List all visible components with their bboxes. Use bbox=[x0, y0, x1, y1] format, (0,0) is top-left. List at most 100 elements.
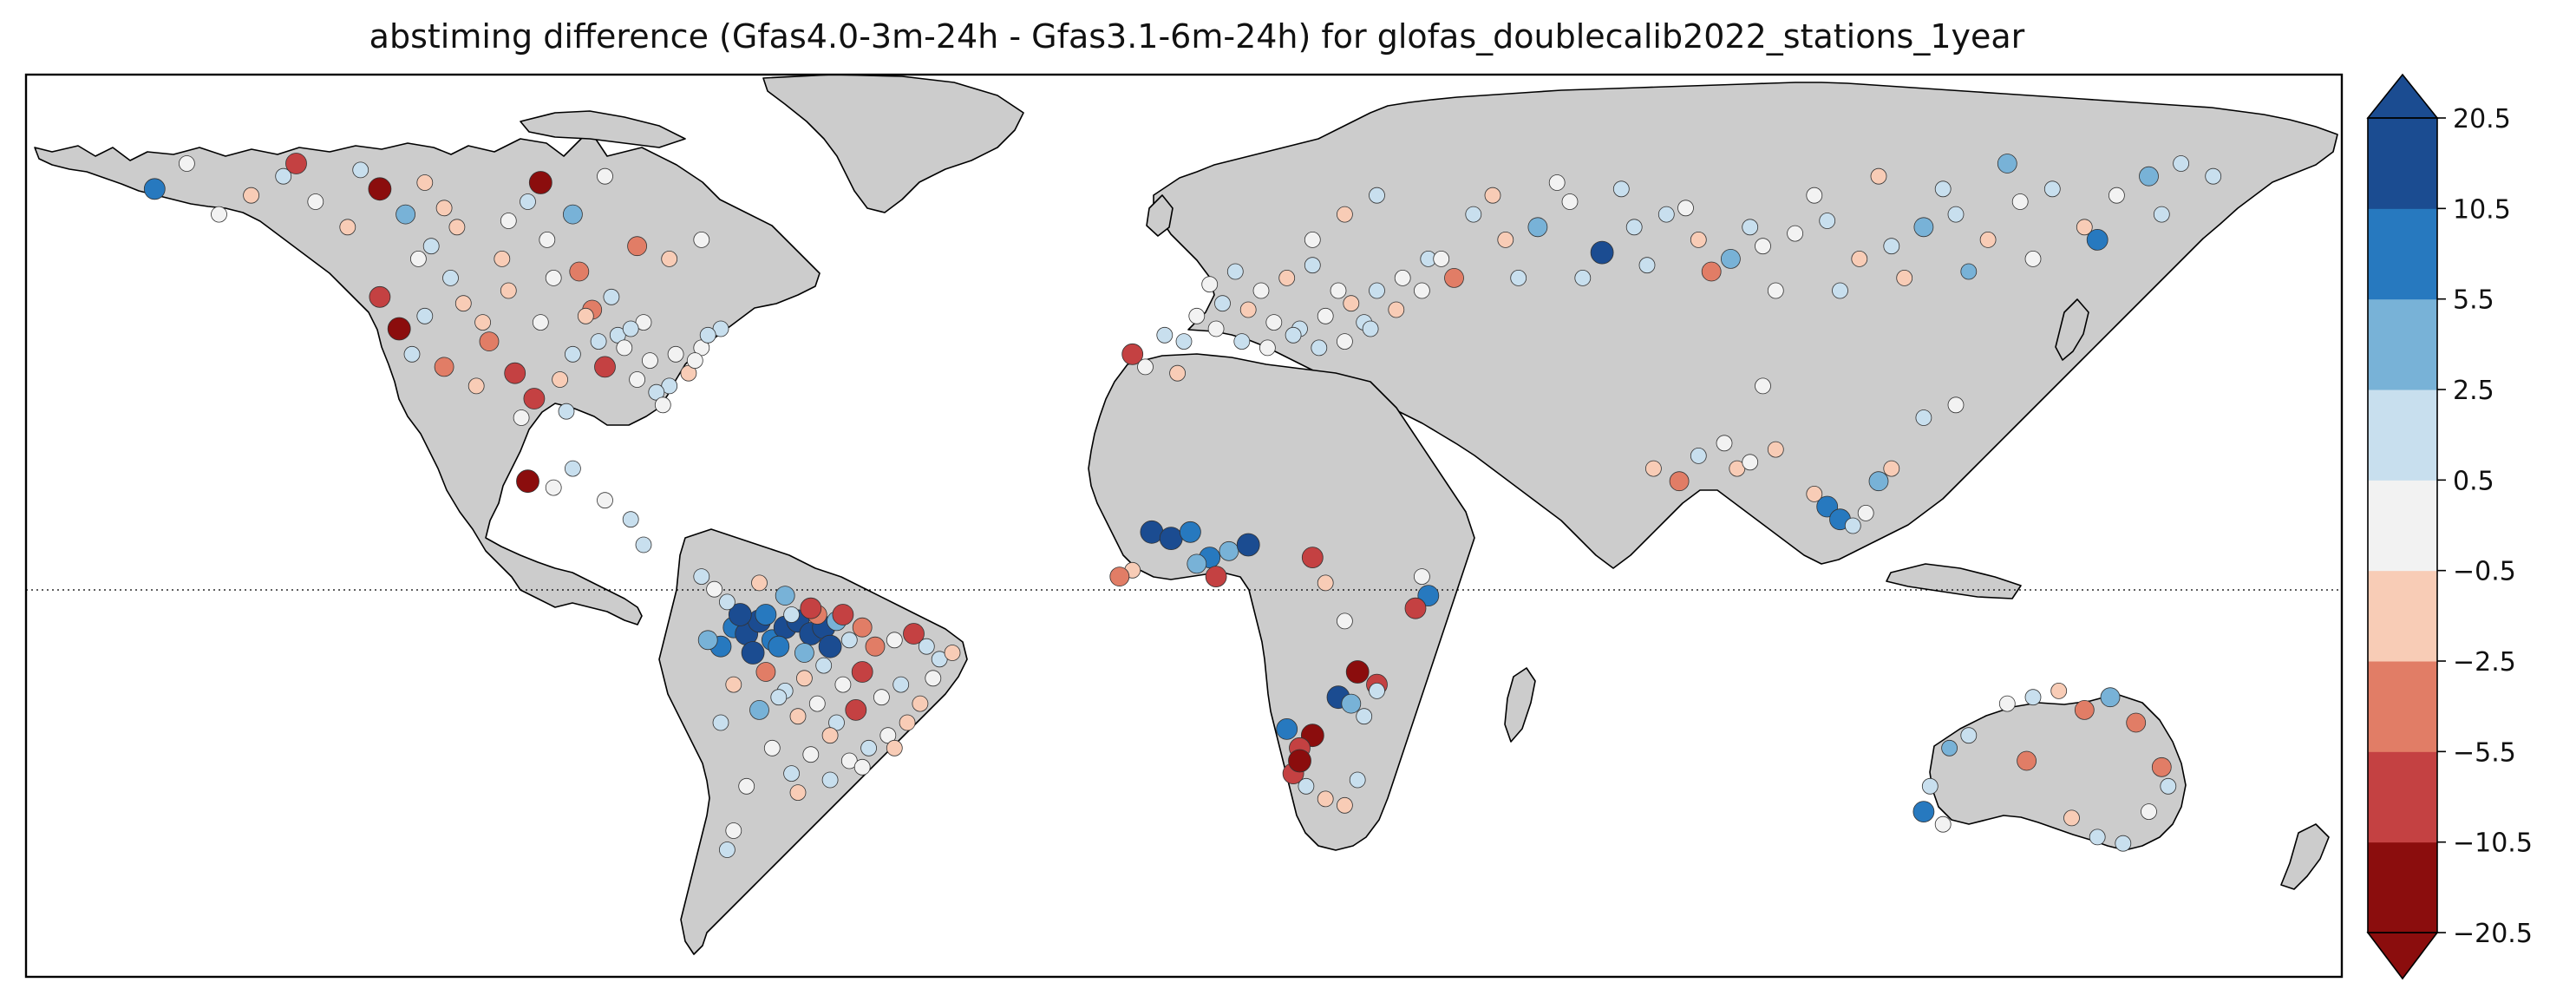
station-marker bbox=[821, 771, 839, 789]
station-marker bbox=[1755, 377, 1771, 395]
station-marker bbox=[454, 295, 472, 312]
station-marker bbox=[1219, 540, 1239, 561]
station-marker bbox=[1690, 231, 1707, 248]
station-marker bbox=[1304, 231, 1321, 248]
station-marker bbox=[479, 331, 500, 352]
station-marker bbox=[2205, 167, 2222, 185]
station-marker bbox=[686, 352, 703, 370]
station-marker bbox=[1317, 790, 1334, 808]
station-marker bbox=[918, 638, 935, 655]
station-marker bbox=[1787, 225, 1804, 242]
colorbar-tick-label: −0.5 bbox=[2453, 557, 2516, 587]
landmass-canadian-arctic bbox=[520, 110, 686, 148]
station-marker bbox=[1912, 801, 1935, 822]
station-marker bbox=[565, 460, 581, 477]
landmass-greenland bbox=[762, 74, 1024, 213]
station-marker bbox=[1180, 521, 1201, 543]
station-marker bbox=[1883, 460, 1900, 477]
station-marker bbox=[1883, 238, 1900, 255]
station-marker bbox=[545, 269, 562, 286]
colorbar-bin bbox=[2368, 570, 2437, 662]
station-marker bbox=[409, 250, 427, 267]
station-marker bbox=[1913, 217, 1934, 238]
station-marker bbox=[1233, 333, 1251, 350]
station-marker bbox=[725, 676, 742, 693]
landmass-eurasia bbox=[1153, 82, 2338, 569]
station-marker bbox=[2108, 187, 2125, 204]
station-marker bbox=[821, 727, 839, 744]
station-marker bbox=[860, 739, 877, 756]
station-marker bbox=[1330, 282, 1347, 299]
station-marker bbox=[693, 231, 710, 248]
station-marker bbox=[416, 174, 434, 191]
colorbar-bins bbox=[2368, 118, 2437, 933]
station-marker bbox=[597, 492, 613, 509]
station-marker bbox=[403, 345, 421, 363]
station-marker bbox=[768, 635, 790, 658]
station-marker bbox=[832, 604, 854, 625]
station-marker bbox=[178, 155, 195, 172]
station-marker bbox=[1388, 301, 1405, 318]
station-marker bbox=[1265, 314, 1283, 331]
station-marker bbox=[2151, 756, 2172, 777]
station-marker bbox=[783, 606, 800, 623]
landmass-new-zealand bbox=[2280, 823, 2330, 890]
station-marker bbox=[1844, 517, 1861, 534]
station-marker bbox=[1657, 206, 1675, 223]
station-marker bbox=[755, 662, 776, 682]
station-marker bbox=[1343, 295, 1360, 312]
station-marker bbox=[693, 568, 710, 585]
station-marker bbox=[285, 153, 307, 174]
station-marker bbox=[448, 219, 466, 236]
colorbar-border bbox=[2367, 117, 2438, 933]
station-marker bbox=[1997, 154, 2017, 174]
colorbar-bin bbox=[2368, 480, 2437, 572]
station-marker bbox=[2024, 250, 2042, 267]
station-marker bbox=[873, 689, 890, 706]
station-marker bbox=[1742, 219, 1759, 236]
station-marker bbox=[532, 314, 549, 331]
station-marker bbox=[1433, 250, 1450, 267]
station-marker bbox=[1337, 206, 1353, 223]
station-marker bbox=[2076, 219, 2093, 236]
station-marker bbox=[642, 352, 658, 370]
station-marker bbox=[627, 236, 647, 257]
station-marker bbox=[2126, 712, 2147, 733]
station-marker bbox=[1701, 261, 1722, 282]
station-marker bbox=[2074, 700, 2095, 720]
station-marker bbox=[1341, 693, 1362, 714]
station-marker bbox=[1870, 167, 1887, 185]
station-marker bbox=[1278, 269, 1296, 286]
colorbar-bin bbox=[2368, 661, 2437, 752]
station-marker bbox=[1121, 343, 1144, 365]
station-marker bbox=[243, 187, 260, 204]
station-marker bbox=[1851, 250, 1868, 267]
station-marker bbox=[1979, 231, 1997, 248]
station-marker bbox=[1625, 219, 1643, 236]
station-marker bbox=[577, 307, 594, 324]
station-marker bbox=[523, 388, 546, 409]
station-marker bbox=[1832, 282, 1848, 299]
station-marker bbox=[1742, 454, 1759, 471]
station-marker bbox=[590, 333, 607, 350]
colorbar-bin bbox=[2368, 208, 2437, 300]
station-marker bbox=[2043, 180, 2061, 198]
station-marker bbox=[1767, 441, 1784, 458]
station-marker bbox=[2115, 835, 2132, 852]
station-marker bbox=[1574, 269, 1592, 286]
station-marker bbox=[565, 345, 581, 363]
station-marker bbox=[789, 708, 807, 725]
station-marker bbox=[2089, 828, 2106, 846]
station-marker bbox=[616, 339, 633, 357]
station-marker bbox=[1404, 597, 1427, 619]
station-marker bbox=[2024, 689, 2042, 706]
station-marker bbox=[435, 200, 453, 217]
station-markers bbox=[143, 153, 2222, 858]
station-marker bbox=[1510, 269, 1527, 286]
station-marker bbox=[1137, 358, 1154, 376]
station-marker bbox=[865, 636, 886, 657]
station-marker bbox=[2100, 687, 2121, 708]
station-marker bbox=[1947, 396, 1965, 414]
station-marker bbox=[2063, 809, 2080, 827]
